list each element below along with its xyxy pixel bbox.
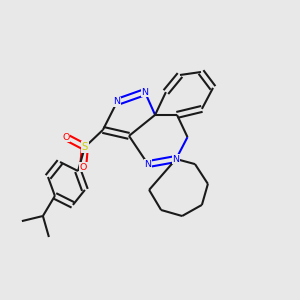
Text: S: S <box>82 142 88 152</box>
Text: N: N <box>144 160 152 169</box>
Text: N: N <box>141 88 148 97</box>
Text: O: O <box>62 133 70 142</box>
Text: N: N <box>172 154 180 164</box>
Text: O: O <box>80 163 87 172</box>
Text: N: N <box>113 98 121 106</box>
